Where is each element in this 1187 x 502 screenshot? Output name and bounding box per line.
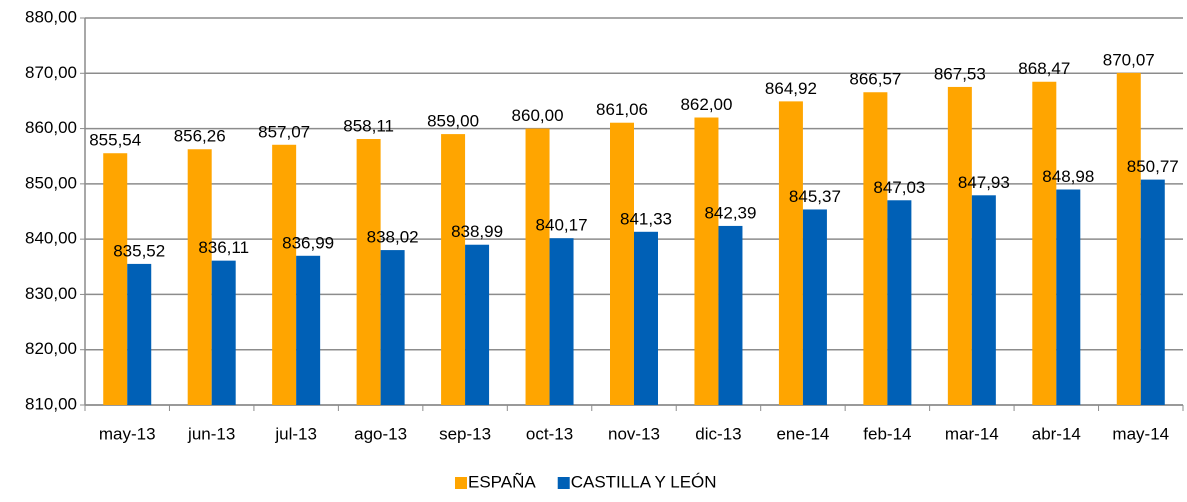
y-tick-label: 820,00 [25,339,77,358]
y-tick-label: 840,00 [25,229,77,248]
data-label: 864,92 [765,79,817,98]
bar [296,255,321,405]
x-tick-label: may-13 [99,424,156,443]
bar [103,153,128,405]
legend-swatch [557,477,570,489]
data-label: 868,47 [1018,59,1070,78]
data-label: 866,57 [849,70,901,89]
bar [947,86,972,405]
x-tick-label: nov-13 [608,424,660,443]
x-tick-label: jul-13 [274,424,317,443]
data-label: 836,11 [198,238,249,257]
data-label: 840,17 [536,216,588,235]
x-tick-label: dic-13 [695,424,741,443]
data-label: 847,03 [873,178,925,197]
x-tick-label: oct-13 [526,424,573,443]
legend-swatch [455,477,467,489]
y-tick-label: 810,00 [25,394,77,413]
data-label: 859,00 [427,112,479,131]
bar [1032,81,1057,405]
bar [356,139,381,405]
bar [441,134,466,405]
bar [380,250,405,405]
data-label: 856,26 [174,127,226,146]
y-tick-label: 880,00 [25,7,77,26]
legend-label: ESPAÑA [468,472,536,491]
bar [610,122,634,405]
bar [127,263,152,405]
x-tick-label: may-14 [1112,424,1169,443]
data-label: 836,99 [282,233,334,252]
bar [187,149,212,405]
y-tick-label: 860,00 [25,118,77,137]
data-label: 867,53 [934,64,986,83]
data-label: 845,37 [789,187,841,206]
y-tick-label: 850,00 [25,173,77,192]
data-label: 857,07 [258,122,310,141]
data-label: 841,33 [620,209,672,228]
bar [634,231,658,405]
x-tick-label: feb-14 [863,424,911,443]
x-tick-label: abr-14 [1032,424,1081,443]
bar [549,238,574,405]
bar [971,195,996,405]
data-label: 838,02 [367,228,419,247]
x-tick-label: mar-14 [945,424,999,443]
bar [887,200,912,405]
data-label: 855,54 [89,131,141,150]
data-label: 870,07 [1103,50,1155,69]
data-label: 835,52 [113,241,165,260]
x-tick-label: ene-14 [776,424,829,443]
bar [1056,189,1081,405]
y-tick-label: 870,00 [25,63,77,82]
bar [272,144,297,405]
bar [778,101,803,406]
x-tick-label: sep-13 [439,424,491,443]
bar [718,225,743,405]
bar [1140,179,1165,405]
y-tick-label: 830,00 [25,284,77,303]
data-label: 847,93 [958,173,1010,192]
data-label: 862,00 [680,95,732,114]
bar [694,117,719,405]
data-label: 838,99 [451,222,503,241]
bar [1116,72,1141,405]
data-label: 858,11 [343,117,394,136]
data-label: 850,77 [1127,157,1179,176]
bar [465,244,490,405]
bar [211,260,236,405]
bar [525,128,550,406]
x-tick-label: jun-13 [187,424,235,443]
x-tick-label: ago-13 [354,424,407,443]
legend-label: CASTILLA Y LEÓN [571,472,717,491]
data-label: 861,06 [596,100,648,119]
data-label: 860,00 [512,106,564,125]
data-label: 842,39 [704,203,756,222]
bar [802,209,827,405]
bar [863,92,888,405]
data-label: 848,98 [1042,167,1094,186]
